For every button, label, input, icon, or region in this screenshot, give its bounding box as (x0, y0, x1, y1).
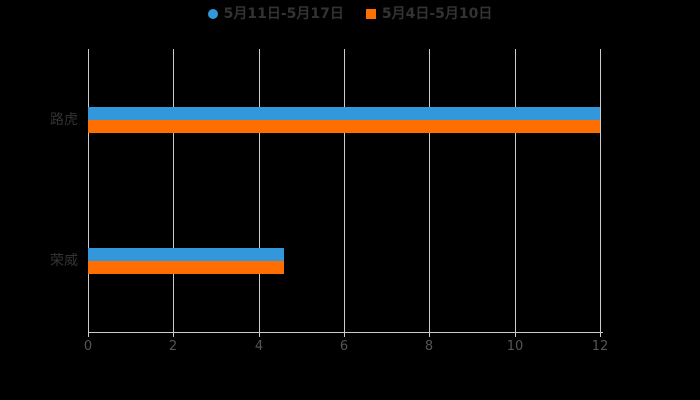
axis-tick (429, 332, 430, 337)
axis-tick (88, 332, 89, 337)
gridline (600, 49, 601, 332)
legend-item[interactable]: 5月4日-5月10日 (365, 5, 493, 23)
gridline (515, 49, 516, 332)
y-category-label: 荣威 (50, 253, 78, 269)
y-category-label: 路虎 (50, 112, 78, 128)
gridline (88, 49, 89, 332)
bar-series1-cat1[interactable] (88, 107, 600, 120)
axis-tick (515, 332, 516, 337)
bar-series2-cat2[interactable] (88, 261, 284, 274)
x-tick-label: 4 (254, 339, 264, 354)
axis-tick (259, 332, 260, 337)
legend-square-icon (365, 9, 376, 19)
gridline (429, 49, 430, 332)
axis-tick (344, 332, 345, 337)
x-tick-label: 0 (83, 339, 93, 354)
x-tick-label: 6 (339, 339, 349, 354)
plot-area (88, 49, 603, 337)
legend-label: 5月11日-5月17日 (223, 6, 344, 22)
x-tick-label: 12 (591, 339, 609, 354)
bar-series1-cat2[interactable] (88, 248, 284, 261)
bar-series2-cat1[interactable] (88, 120, 600, 133)
gridline (259, 49, 260, 332)
axis-tick (600, 332, 601, 337)
x-tick-label: 2 (168, 339, 178, 354)
legend-circle-icon (207, 9, 218, 19)
legend-item[interactable]: 5月11日-5月17日 (207, 5, 344, 23)
legend: 5月11日-5月17日 5月4日-5月10日 (0, 5, 700, 23)
gridline (173, 49, 174, 332)
gridline (344, 49, 345, 332)
x-tick-label: 8 (424, 339, 434, 354)
x-tick-label: 10 (506, 339, 524, 354)
axis-tick (173, 332, 174, 337)
legend-label: 5月4日-5月10日 (381, 6, 493, 22)
